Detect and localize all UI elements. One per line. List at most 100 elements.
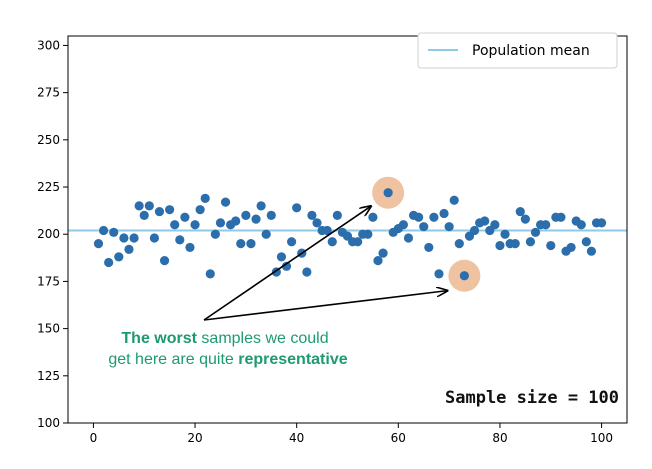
data-point [500,229,510,239]
data-point [490,220,500,230]
data-point [165,205,175,215]
y-tick-label: 150 [37,322,60,336]
data-point [195,205,205,215]
sample-size-label: Sample size = 100 [445,388,619,408]
data-point [251,214,261,224]
data-point [200,193,210,203]
data-point [332,210,342,220]
data-point [322,225,332,236]
data-point [114,252,124,262]
data-point [596,218,607,228]
data-point [556,212,566,222]
x-tick-label: 20 [187,431,202,445]
note-text-2: get here are quite [108,351,238,368]
data-point [276,252,287,262]
data-point [581,237,591,247]
data-point [378,248,388,258]
y-tick-label: 100 [37,416,60,430]
data-point [246,239,256,249]
data-point [469,225,480,236]
data-point [231,216,241,226]
data-point [261,229,271,239]
data-point [266,210,276,220]
data-point [414,212,424,222]
data-point [256,201,266,211]
data-point [541,220,551,230]
data-point [281,261,292,271]
data-point [149,233,159,243]
data-point [144,201,154,211]
data-point [154,206,165,217]
data-point [124,244,134,254]
x-tick-label: 100 [590,431,613,445]
data-point [368,212,378,222]
data-point [520,214,530,224]
data-point [134,201,144,211]
data-point [129,233,139,243]
y-axis-ticks: 100 125 150 175 200 225 250 275 300 [37,38,68,430]
data-point [93,239,104,249]
data-point [566,242,576,253]
data-point [510,239,520,249]
y-tick-label: 200 [37,227,60,241]
data-point [515,206,525,217]
y-tick-label: 275 [37,86,60,100]
legend: Population mean [417,32,618,69]
data-point [373,256,383,266]
x-axis-ticks: 0 20 40 60 80 100 [90,423,613,445]
arrow-to-low-point [203,291,446,321]
y-tick-label: 300 [37,38,60,52]
note-bold-2: representative [238,351,347,368]
data-point [459,271,469,281]
data-points [93,188,607,281]
data-point [434,269,444,279]
data-point [307,210,317,220]
data-point [292,203,302,213]
data-point [398,220,408,230]
annotation-arrows [203,207,446,321]
x-tick-label: 60 [391,431,406,445]
data-point [119,233,129,243]
data-point [363,229,373,239]
data-point [495,240,505,251]
data-point [241,210,251,220]
data-point [546,240,556,251]
x-tick-label: 80 [492,431,507,445]
data-point [175,235,185,245]
data-point [403,233,414,243]
data-point [576,220,586,230]
data-point [353,237,363,247]
data-point [109,227,119,237]
y-tick-label: 175 [37,274,60,288]
data-point [327,237,337,247]
y-tick-label: 225 [37,180,60,194]
data-point [383,188,393,198]
data-point [454,239,464,249]
annotation-note-line-2: get here are quite representative [108,351,347,368]
data-point [530,227,541,237]
data-point [159,256,170,266]
data-point [419,222,429,232]
data-point [210,229,220,239]
data-point [312,218,322,228]
data-point [215,218,226,228]
data-point [236,239,246,249]
data-point [104,257,114,268]
y-tick-label: 125 [37,369,60,383]
data-point [444,222,454,232]
data-point [220,197,231,207]
data-point [180,212,190,222]
data-point [98,225,109,236]
note-text-1: samples we could [197,330,329,347]
data-point [190,220,200,230]
x-tick-label: 40 [289,431,304,445]
data-point [185,242,195,253]
data-point [424,242,434,253]
y-tick-label: 250 [37,133,60,147]
x-tick-label: 0 [90,431,98,445]
arrow-to-high-point [203,207,370,321]
data-point [449,195,459,205]
plot-area [67,35,628,424]
note-bold-1: The worst [121,330,197,347]
